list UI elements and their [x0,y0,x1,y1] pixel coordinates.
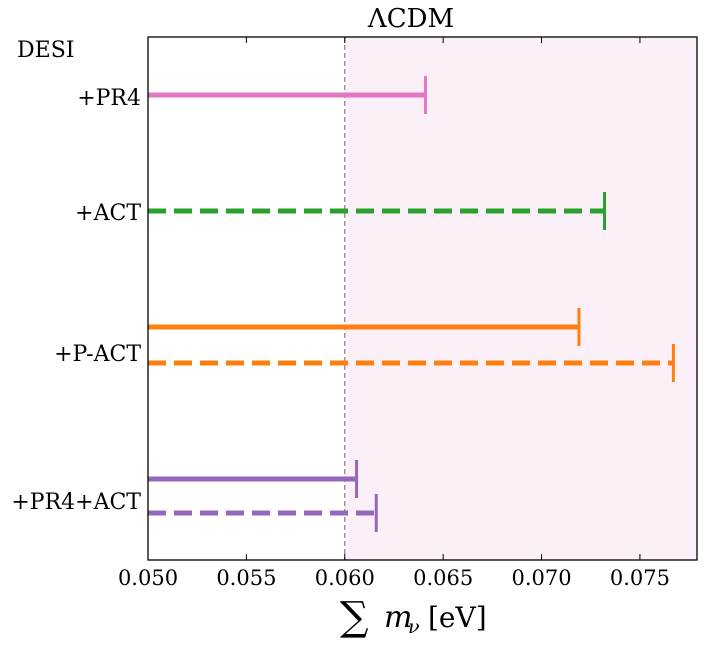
row-label: +PR4+ACT [11,490,141,515]
x-tick-label: 0.060 [315,566,375,590]
row-labels: +PR4+ACT+P-ACT+PR4+ACT [11,86,141,515]
annotation-label: DESI [17,38,74,63]
sum-symbol: ∑ [340,594,369,640]
x-tick-label: 0.070 [511,566,571,590]
x-ticks: 0.050 0.055 0.060 0.065 0.070 0.075 [118,37,670,590]
row-label: +ACT [75,201,141,226]
shaded-region [344,37,697,560]
row-label: +PR4 [77,86,141,111]
x-tick-label: 0.075 [610,566,670,590]
x-tick-label: 0.050 [118,566,178,590]
variable-m: m [384,600,412,635]
bars-group [148,76,675,532]
x-tick-label: 0.055 [216,566,276,590]
row-label: +P-ACT [54,342,141,367]
chart-title: ΛCDM [367,4,454,34]
subscript-nu: ν [408,616,420,638]
plot-frame [147,36,698,561]
unit-label: [eV] [428,601,487,634]
x-tick-label: 0.065 [413,566,473,590]
x-axis-label: ∑ m ν [eV] [340,594,487,640]
